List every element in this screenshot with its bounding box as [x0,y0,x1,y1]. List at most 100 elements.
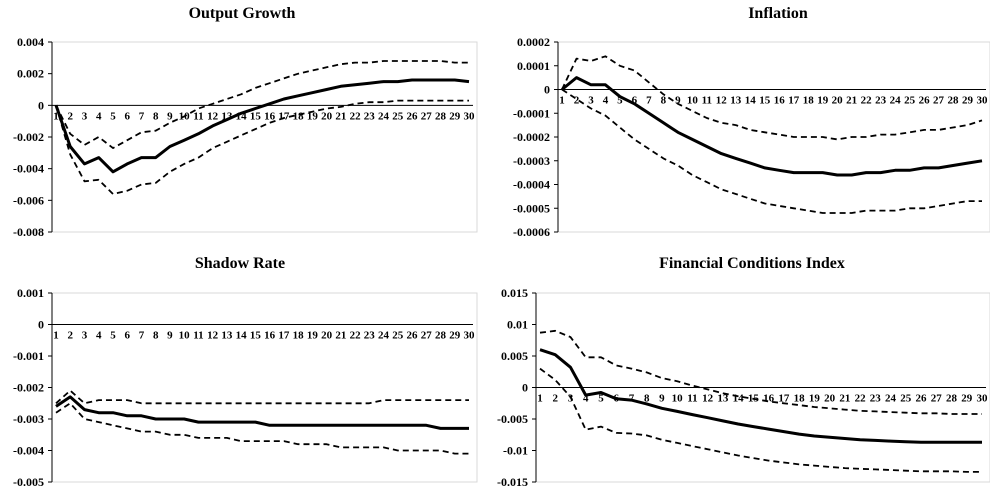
output-growth-x-tick-label: 6 [124,110,130,122]
output-growth-lower-line [55,99,469,195]
financial-conditions-index-x-tick-label: 1 [537,393,543,405]
financial-conditions-index-y-tick-label: -0.015 [497,475,528,488]
inflation-y-tick-label: -0.0001 [513,106,550,120]
inflation-x-tick-label: 17 [788,95,800,107]
output-growth-x-tick-label: 19 [307,110,319,122]
financial-conditions-index-median-line [539,348,982,444]
inflation-x-tick-label: 10 [687,95,699,107]
financial-conditions-index-x-tick-label: 9 [659,393,665,405]
financial-conditions-index-x-tick-label: 24 [885,393,897,405]
financial-conditions-index-x-tick-label: 28 [946,393,958,405]
shadow-rate-x-tick-label: 22 [350,330,362,342]
output-growth-x-tick-label: 16 [264,110,276,122]
output-growth-x-tick-label: 1 [53,110,59,122]
financial-conditions-index-x-tick-label: 8 [644,393,650,405]
financial-conditions-index-x-tick-label: 13 [717,393,729,405]
inflation-x-tick-label: 9 [675,95,681,107]
shadow-rate-y-tick-label: -0.005 [13,475,44,488]
shadow-rate-x-tick-label: 7 [139,330,145,342]
inflation-y-tick-label: -0.0003 [513,154,550,168]
output-growth-x-tick-label: 20 [321,110,333,122]
financial-conditions-index-y-tick-label: -0.01 [503,444,528,458]
financial-conditions-index-x-tick-label: 10 [672,393,684,405]
inflation-x-tick-label: 30 [977,95,989,107]
shadow-rate-x-tick-label: 24 [378,330,390,342]
shadow-rate-y-tick-label: 0 [38,318,44,332]
output-growth-x-tick-label: 7 [139,110,145,122]
shadow-rate-x-tick-label: 13 [221,330,233,342]
financial-conditions-index-x-tick-label: 5 [598,393,604,405]
shadow-rate-x-tick-label: 11 [193,330,203,342]
inflation-x-tick-label: 13 [730,95,742,107]
output-growth-x-tick-label: 11 [193,110,203,122]
output-growth-x-tick-label: 22 [350,110,362,122]
output-growth-y-tick-label: -0.008 [13,225,44,239]
inflation-x-tick-label: 14 [745,95,757,107]
financial-conditions-index-y-tick-label: -0.005 [497,412,528,426]
output-growth-y-tick-label: 0.004 [17,35,44,49]
shadow-rate-x-tick-label: 6 [124,330,130,342]
output-growth-x-tick-label: 17 [278,110,290,122]
shadow-rate-x-tick-label: 9 [167,330,173,342]
inflation-median-line [561,76,983,177]
shadow-rate-x-tick-label: 4 [96,330,102,342]
inflation-x-tick-label: 3 [588,95,594,107]
output-growth-x-tick-label: 9 [167,110,173,122]
output-growth-y-tick-label: -0.004 [13,162,44,176]
inflation-x-tick-label: 15 [759,95,771,107]
inflation-y-tick-label: -0.0006 [513,225,550,239]
financial-conditions-index-x-tick-label: 21 [839,393,850,405]
shadow-rate-panel: Shadow Rate 0.001 0 -0.001 -0.002 -0.003 -0.00… [13,255,478,488]
inflation-x-tick-label: 22 [861,95,873,107]
financial-conditions-index-x-tick-label: 23 [870,393,882,405]
financial-conditions-index-lower-line [539,367,982,473]
shadow-rate-x-tick-label: 17 [278,330,290,342]
shadow-rate-y-tick-label: -0.001 [13,349,44,363]
shadow-rate-x-tick-label: 16 [264,330,276,342]
shadow-rate-lower-line [55,402,469,455]
output-growth-plot-frame [51,41,478,233]
output-growth-x-tick-label: 21 [335,110,346,122]
output-growth-y-tick-label: -0.002 [13,130,44,144]
output-growth-x-tick-label: 3 [82,110,88,122]
inflation-x-tick-label: 8 [661,95,667,107]
financial-conditions-index-x-tick-label: 14 [733,393,745,405]
financial-conditions-index-panel: Financial Conditions Index 0.015 0.01 0.005… [497,255,990,488]
inflation-x-tick-label: 23 [875,95,887,107]
shadow-rate-x-tick-label: 2 [67,330,73,342]
output-growth-y-tick-label: 0.002 [17,67,44,81]
shadow-rate-x-tick-label: 27 [421,330,433,342]
output-growth-x-tick-label: 12 [207,110,219,122]
inflation-upper-line [561,55,983,141]
inflation-x-tick-label: 24 [890,95,902,107]
shadow-rate-plot-frame [51,292,478,483]
shadow-rate-x-tick-label: 3 [82,330,88,342]
shadow-rate-upper-line [55,389,469,405]
output-growth-x-tick-label: 23 [364,110,376,122]
output-growth-panel: Output Growth 0.004 0.002 0 -0.002 -0.004 -0.0… [13,5,478,239]
inflation-x-tick-label: 18 [803,95,815,107]
inflation-x-tick-label: 21 [846,95,857,107]
output-growth-y-tick-label: 0 [38,98,44,112]
shadow-rate-x-tick-label: 18 [293,330,305,342]
shadow-rate-y-tick-label: 0.001 [17,286,44,300]
inflation-lower-line [561,88,982,214]
shadow-rate-x-tick-label: 5 [110,330,116,342]
shadow-rate-median-line [55,395,469,430]
shadow-rate-y-tick-label: -0.002 [13,381,44,395]
shadow-rate-x-tick-label: 30 [464,330,476,342]
output-growth-x-tick-label: 14 [236,110,248,122]
shadow-rate-x-tick-label: 20 [321,330,333,342]
inflation-x-tick-label: 16 [774,95,786,107]
financial-conditions-index-y-tick-label: 0.015 [501,286,528,300]
output-growth-x-tick-label: 28 [435,110,447,122]
inflation-x-tick-label: 28 [948,95,960,107]
shadow-rate-x-tick-label: 19 [307,330,319,342]
inflation-x-tick-label: 4 [603,95,609,107]
financial-conditions-index-y-tick-label: 0.01 [507,318,528,332]
inflation-x-tick-label: 5 [617,95,623,107]
shadow-rate-x-tick-label: 8 [153,330,159,342]
inflation-x-tick-label: 27 [933,95,945,107]
inflation-x-tick-label: 2 [574,95,580,107]
